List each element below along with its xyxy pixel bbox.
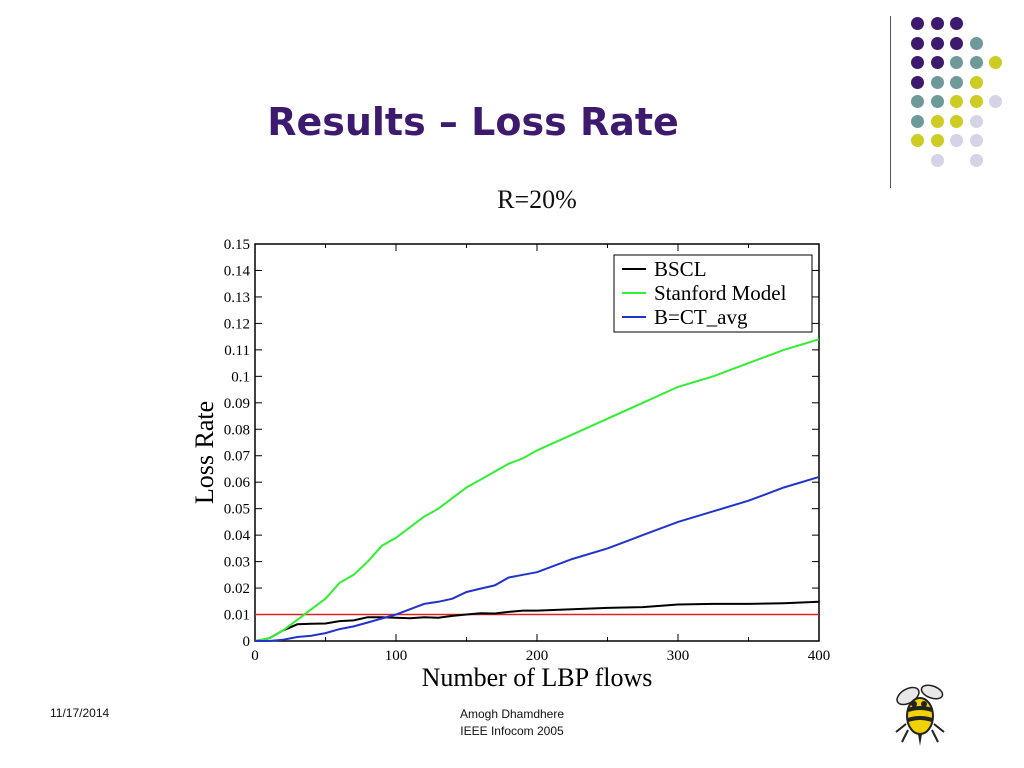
decorative-dot	[911, 56, 924, 69]
x-tick-label: 400	[808, 648, 831, 664]
decorative-dot	[950, 36, 963, 50]
decorative-dot	[911, 17, 924, 30]
y-tick-label: 0.03	[224, 555, 250, 571]
slide-title: Results – Loss Rate	[267, 100, 679, 144]
y-tick-label: 0.06	[224, 475, 251, 491]
decorative-dot	[950, 134, 963, 147]
decorative-dot	[969, 114, 983, 128]
y-tick-label: 0.02	[224, 581, 250, 597]
decorative-dot	[950, 56, 963, 69]
footer-credits: Amogh Dhamdhere IEEE Infocom 2005	[412, 706, 612, 740]
decorative-dot	[930, 134, 944, 147]
decorative-dot	[930, 36, 944, 50]
y-tick-label: 0.07	[224, 449, 251, 465]
footer-venue: IEEE Infocom 2005	[460, 724, 564, 738]
y-tick-label: 0.11	[224, 343, 250, 359]
y-tick-label: 0.05	[224, 502, 250, 518]
decorative-dot	[989, 95, 1002, 108]
footer-author: Amogh Dhamdhere	[459, 707, 565, 721]
decorative-dot	[989, 56, 1002, 69]
y-tick-label: 0.14	[224, 263, 251, 279]
x-tick-label: 100	[385, 648, 408, 664]
decorative-dot	[969, 56, 983, 69]
decorative-dot	[930, 75, 944, 89]
y-tick-label: 0	[243, 634, 251, 650]
y-tick-label: 0.13	[224, 290, 250, 306]
decorative-dot	[930, 95, 944, 108]
decorative-dot	[950, 75, 963, 89]
legend-entry: Stanford Model	[654, 281, 787, 305]
x-axis-label: Number of LBP flows	[422, 663, 653, 692]
y-tick-label: 0.09	[224, 396, 250, 412]
decorative-dot	[930, 114, 944, 128]
decorative-dot	[911, 75, 924, 89]
series-line-stanford-model	[254, 338, 820, 642]
decorative-dot	[930, 153, 944, 167]
decorative-dot	[950, 95, 963, 108]
y-tick-label: 0.1	[231, 369, 250, 385]
decorative-dot	[969, 95, 983, 108]
x-tick-label: 0	[251, 648, 259, 664]
series-line-bscl	[254, 600, 820, 642]
series-line-b-ct-avg	[255, 475, 820, 642]
y-tick-label: 0.01	[224, 608, 250, 624]
yellow-jacket-bee-icon	[895, 684, 945, 746]
loss-rate-chart: 0 0.01 0.02 0.03 0.04 0.05 0.06 0.07 0.08 0.09 0.1…	[190, 237, 831, 692]
legend-box	[613, 254, 813, 333]
decorative-dot	[930, 17, 944, 30]
x-tick-label: 300	[667, 648, 690, 664]
decorative-divider	[890, 16, 891, 188]
footer-date: 11/17/2014	[50, 706, 110, 720]
decorative-dot	[911, 114, 924, 128]
decorative-dot	[969, 153, 983, 167]
decorative-dot	[969, 36, 983, 50]
chart-title: R=20%	[497, 185, 577, 214]
decorative-dot	[950, 114, 963, 128]
y-tick-label: 0.08	[224, 422, 250, 438]
decorative-dot	[911, 134, 924, 147]
decorative-dot	[969, 134, 983, 147]
x-tick-label: 200	[526, 648, 549, 664]
decorative-dot	[969, 75, 983, 89]
legend-entry: B=CT_avg	[654, 305, 748, 329]
decorative-dot	[950, 17, 963, 30]
decorative-dot	[930, 56, 944, 69]
y-tick-label: 0.04	[224, 528, 251, 544]
y-tick-label: 0.12	[224, 316, 250, 332]
decorative-dot	[911, 36, 924, 50]
y-axis-label: Loss Rate	[190, 401, 219, 504]
legend-entry: BSCL	[654, 257, 707, 281]
decorative-dot	[911, 95, 924, 108]
y-tick-label: 0.15	[224, 237, 250, 253]
